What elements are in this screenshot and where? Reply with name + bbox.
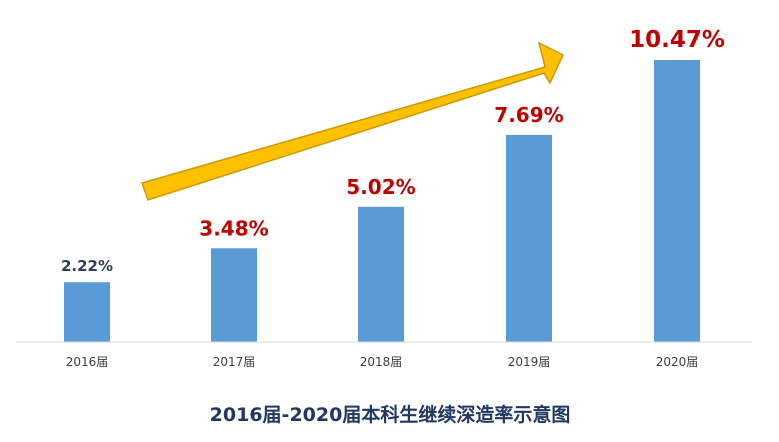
x-tick-label: 2018届	[360, 355, 403, 369]
data-label: 7.69%	[494, 103, 563, 127]
x-tick-label: 2017届	[213, 355, 256, 369]
trend-arrow	[141, 41, 564, 201]
chart-title: 2016届-2020届本科生继续深造率示意图	[210, 403, 571, 426]
data-label: 2.22%	[61, 257, 113, 275]
bar-2019届	[506, 134, 552, 342]
data-label: 10.47%	[629, 27, 725, 53]
bar-2016届	[64, 282, 110, 342]
bar-2018届	[358, 206, 404, 342]
data-label: 5.02%	[346, 175, 415, 199]
data-labels-group: 2.22% 3.48% 5.02% 7.69% 10.47%	[61, 27, 725, 275]
tick-labels-group: 2016届 2017届 2018届 2019届 2020届	[66, 355, 699, 369]
x-tick-label: 2020届	[656, 355, 699, 369]
x-tick-label: 2019届	[508, 355, 551, 369]
x-tick-label: 2016届	[66, 355, 109, 369]
bar-2020届	[654, 60, 700, 342]
data-label: 3.48%	[199, 216, 268, 240]
bars-group	[64, 60, 700, 342]
bar-2017届	[211, 248, 257, 342]
